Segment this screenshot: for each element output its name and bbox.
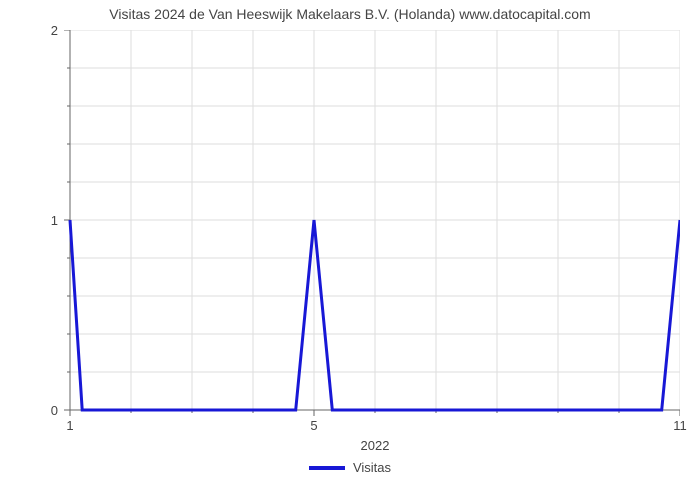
y-tick-label: 1 (51, 213, 58, 228)
y-tick-label: 0 (51, 403, 58, 418)
y-tick-label: 2 (51, 23, 58, 38)
legend-swatch (309, 466, 345, 470)
x-tick-label: 1 (50, 418, 90, 433)
legend-label: Visitas (353, 460, 391, 475)
x-tick-label: 11 (660, 418, 700, 433)
x-tick-label: 5 (294, 418, 334, 433)
legend: Visitas (0, 460, 700, 475)
chart-title: Visitas 2024 de Van Heeswijk Makelaars B… (0, 6, 700, 22)
plot-area (70, 30, 680, 410)
chart-container: Visitas 2024 de Van Heeswijk Makelaars B… (0, 0, 700, 500)
x-axis-label: 2022 (70, 438, 680, 453)
